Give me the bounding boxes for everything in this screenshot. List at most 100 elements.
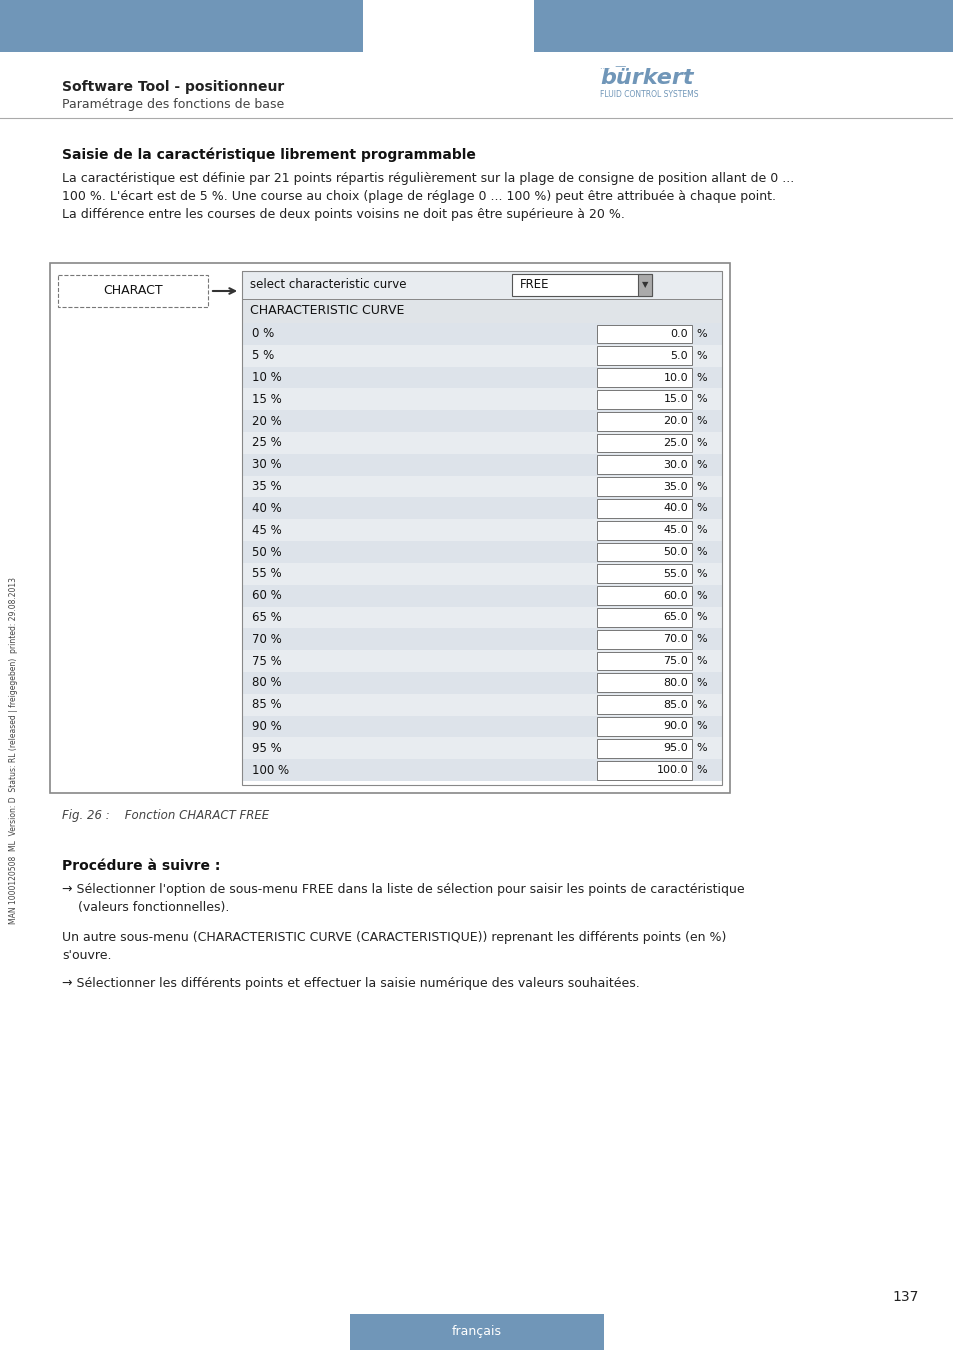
Text: 30 %: 30 % (252, 458, 281, 471)
Bar (242, 759, 721, 782)
Bar (242, 323, 721, 344)
Bar (597, 500, 691, 518)
Text: 5.0: 5.0 (670, 351, 687, 360)
Text: 30.0: 30.0 (662, 460, 687, 470)
Bar (242, 344, 721, 367)
Text: 10.0: 10.0 (662, 373, 687, 382)
Bar (597, 564, 691, 583)
Text: %: % (696, 721, 706, 732)
Bar (50, 263, 729, 792)
Text: %: % (696, 329, 706, 339)
Bar (597, 674, 691, 693)
Text: Fig. 26 :    Fonction CHARACT FREE: Fig. 26 : Fonction CHARACT FREE (62, 809, 269, 822)
Text: 20.0: 20.0 (662, 416, 687, 427)
Text: 90 %: 90 % (252, 720, 281, 733)
Text: 35.0: 35.0 (662, 482, 687, 491)
Bar (242, 410, 721, 432)
Bar (242, 298, 721, 323)
Text: %: % (696, 504, 706, 513)
Text: 55.0: 55.0 (662, 568, 687, 579)
Text: 75.0: 75.0 (662, 656, 687, 666)
Text: %: % (696, 525, 706, 535)
Bar (242, 454, 721, 475)
Text: %: % (696, 394, 706, 405)
Text: %: % (696, 699, 706, 710)
Text: 40.0: 40.0 (662, 504, 687, 513)
Bar (350, 1314, 603, 1350)
Text: 50.0: 50.0 (662, 547, 687, 558)
Bar (242, 271, 721, 298)
Bar (597, 630, 691, 648)
Text: 20 %: 20 % (252, 414, 281, 428)
Text: français: français (452, 1326, 501, 1338)
Text: 65 %: 65 % (252, 612, 281, 624)
Bar (597, 652, 691, 671)
Text: %: % (696, 373, 706, 382)
Text: 15.0: 15.0 (662, 394, 687, 405)
Text: MAN 1000120508  ML  Version: D  Status: RL (released | freigegeben)  printed: 29: MAN 1000120508 ML Version: D Status: RL … (10, 576, 18, 923)
Text: → Sélectionner les différents points et effectuer la saisie numérique des valeur: → Sélectionner les différents points et … (62, 977, 639, 990)
Text: FLUID CONTROL SYSTEMS: FLUID CONTROL SYSTEMS (599, 90, 698, 99)
Text: 60 %: 60 % (252, 589, 281, 602)
Bar (242, 367, 721, 389)
Text: 50 %: 50 % (252, 545, 281, 559)
Bar (597, 738, 691, 757)
Bar (597, 324, 691, 343)
Bar (242, 520, 721, 541)
Bar (242, 563, 721, 585)
Text: 90.0: 90.0 (662, 721, 687, 732)
Text: ....  ──: .... ── (599, 62, 625, 72)
Text: 65.0: 65.0 (662, 613, 687, 622)
Text: 70 %: 70 % (252, 633, 281, 645)
Bar (242, 475, 721, 498)
Text: 0 %: 0 % (252, 328, 274, 340)
Bar (242, 498, 721, 520)
Bar (242, 628, 721, 651)
Text: 40 %: 40 % (252, 502, 281, 514)
Text: 60.0: 60.0 (662, 590, 687, 601)
Text: %: % (696, 634, 706, 644)
Bar (597, 608, 691, 626)
Text: %: % (696, 613, 706, 622)
Bar (242, 585, 721, 606)
Text: %: % (696, 656, 706, 666)
Text: bürkert: bürkert (599, 68, 693, 88)
Text: 95.0: 95.0 (662, 744, 687, 753)
Bar (597, 586, 691, 605)
Bar (242, 716, 721, 737)
Text: CHARACTERISTIC CURVE: CHARACTERISTIC CURVE (250, 305, 404, 317)
Text: 55 %: 55 % (252, 567, 281, 580)
Text: 45 %: 45 % (252, 524, 281, 537)
Bar (512, 274, 651, 296)
Bar (597, 455, 691, 474)
Text: 80 %: 80 % (252, 676, 281, 690)
Text: 25 %: 25 % (252, 436, 281, 450)
Text: 137: 137 (891, 1291, 918, 1304)
Bar (597, 369, 691, 387)
Text: 100.0: 100.0 (656, 765, 687, 775)
Text: %: % (696, 460, 706, 470)
Text: 80.0: 80.0 (662, 678, 687, 688)
Text: 70.0: 70.0 (662, 634, 687, 644)
Text: 15 %: 15 % (252, 393, 281, 406)
Text: %: % (696, 482, 706, 491)
Bar (597, 543, 691, 562)
Text: 100 %: 100 % (252, 764, 289, 776)
Text: 85.0: 85.0 (662, 699, 687, 710)
Text: Saisie de la caractéristique librement programmable: Saisie de la caractéristique librement p… (62, 148, 476, 162)
Bar (242, 541, 721, 563)
Text: ▼: ▼ (641, 281, 648, 289)
Bar (242, 606, 721, 628)
Text: Procédure à suivre :: Procédure à suivre : (62, 859, 220, 873)
Bar (242, 651, 721, 672)
Bar (597, 390, 691, 409)
Text: 5 %: 5 % (252, 350, 274, 362)
Text: La caractéristique est définie par 21 points répartis régulièrement sur la plage: La caractéristique est définie par 21 po… (62, 171, 794, 221)
Text: 35 %: 35 % (252, 481, 281, 493)
Text: %: % (696, 568, 706, 579)
Text: → Sélectionner l'option de sous-menu FREE dans la liste de sélection pour saisir: → Sélectionner l'option de sous-menu FRE… (62, 883, 744, 914)
Bar (597, 695, 691, 714)
Text: %: % (696, 351, 706, 360)
Bar (597, 760, 691, 779)
Text: CHARACT: CHARACT (103, 285, 163, 297)
